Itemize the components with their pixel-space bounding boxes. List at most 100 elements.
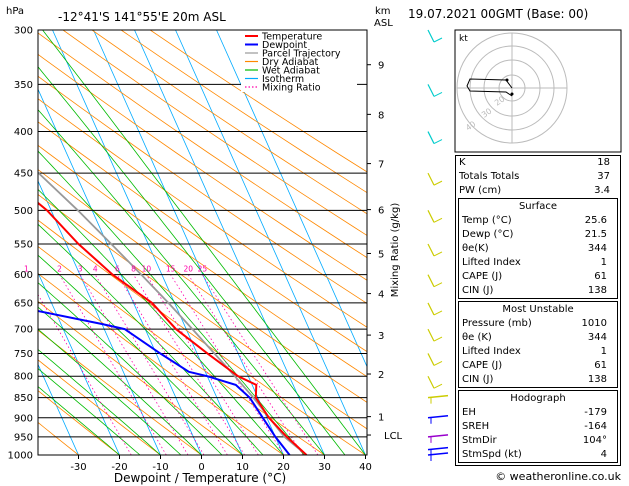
- pressure-tick-label: 350: [14, 80, 33, 91]
- km-tick-label: 8: [378, 110, 384, 121]
- hodograph-point: [505, 78, 509, 82]
- wind-barb: [427, 172, 435, 186]
- mixing-ratio-line: [146, 274, 259, 455]
- mixing-ratio-label: 6: [115, 265, 120, 274]
- hodograph: kt 40 30 20: [454, 29, 622, 153]
- legend-label: Temperature: [261, 32, 322, 43]
- wind-barb: [427, 29, 435, 43]
- wind-barb-flag: [433, 180, 443, 186]
- wet-adiabat-line: [38, 306, 202, 455]
- most-unstable-section: Most Unstable Pressure (mb) 1010 θe (K) 34…: [458, 301, 618, 388]
- dry-adiabat-line: [91, 30, 367, 215]
- mixing-ratio-line: [170, 274, 285, 455]
- km-tick-label: 3: [378, 331, 384, 342]
- mixing-ratio-label: 3: [78, 265, 83, 274]
- wind-barb: [427, 84, 435, 97]
- pressure-tick-label: 850: [14, 393, 33, 404]
- wet-adiabat-line: [38, 368, 141, 455]
- series-layer: [38, 171, 308, 455]
- pressure-tick-label: 900: [14, 413, 33, 424]
- wind-barb-flag: [433, 37, 443, 43]
- isotherm-line: [134, 30, 325, 455]
- wind-barb: [427, 243, 435, 257]
- pressure-tick-label: 300: [14, 26, 33, 37]
- pressure-tick-label: 600: [14, 270, 33, 281]
- wind-barb: [427, 415, 449, 419]
- wind-barb-flag: [433, 251, 443, 257]
- plot-frame: [37, 29, 368, 456]
- mu-row: CAPE (J) 61: [462, 360, 607, 371]
- wet-adiabat-line: [38, 109, 325, 455]
- index-row-pw: PW (cm) 3.4: [459, 185, 610, 196]
- dry-adiabat-line: [38, 144, 367, 378]
- datetime-title: 19.07.2021 00GMT (Base: 00): [408, 7, 588, 21]
- km-tick-label: 1: [378, 413, 384, 424]
- temperature-axis: -30 -20 -10 0 10 20 30 40: [70, 455, 372, 473]
- wet-adiabat-line: [38, 328, 182, 455]
- dry-adiabat-line: [38, 121, 367, 353]
- dry-adiabat-line: [38, 53, 367, 281]
- isotherm-line: [38, 88, 202, 455]
- surface-row: Dewp (°C) 21.5: [462, 229, 607, 240]
- hodograph-unit-label: kt: [459, 34, 468, 44]
- pressure-tick-label: 550: [14, 239, 33, 250]
- mixing-ratio-label: 8: [131, 265, 136, 274]
- legend-label: Wet Adiabat: [262, 66, 320, 77]
- x-tick-label: -30: [70, 462, 86, 473]
- mu-row: Lifted Index 1: [462, 346, 607, 357]
- legend-label: Parcel Trajectory: [262, 49, 341, 60]
- mixing-ratio-label: 25: [198, 265, 208, 274]
- pressure-tick-label: 400: [14, 127, 33, 138]
- hodo-row: StmSpd (kt) 4: [462, 449, 607, 460]
- hodo-row: EH -179: [462, 407, 607, 418]
- km-tick-label: 2: [378, 370, 384, 381]
- isotherm-line: [216, 30, 367, 368]
- mixing-ratio-line: [38, 293, 132, 455]
- hpa-label: hPa: [6, 6, 24, 17]
- index-row-k: K 18: [459, 157, 610, 168]
- copyright-footer: © weatheronline.co.uk: [495, 470, 621, 483]
- mixing-ratio-label: 4: [93, 265, 98, 274]
- pressure-tick-label: 700: [14, 325, 33, 336]
- wind-barb-flag: [433, 217, 443, 223]
- mixing-ratio-labels: 1 2 3 4 6 8 10 15 20 25: [24, 265, 207, 274]
- km-tick-label: LCL: [384, 431, 403, 442]
- mixing-ratio-axis-title: Mixing Ratio (g/kg): [390, 203, 401, 298]
- x-tick-label: -10: [152, 462, 168, 473]
- wind-barb: [427, 394, 449, 399]
- wind-barb: [427, 328, 435, 342]
- wind-barb: [427, 210, 435, 223]
- wind-barb: [427, 131, 435, 144]
- location-title: -12°41'S 141°55'E 20m ASL: [58, 10, 226, 24]
- pressure-tick-label: 500: [14, 206, 33, 217]
- wind-barb-flag: [433, 310, 443, 316]
- x-tick-label: 40: [359, 462, 372, 473]
- mixing-ratio-line: [94, 274, 205, 455]
- surface-section: Surface Temp (°C) 25.6 Dewp (°C) 21.5 θe(K…: [458, 198, 618, 299]
- x-tick-label: 30: [318, 462, 331, 473]
- wet-adiabat-line: [38, 188, 284, 455]
- pressure-tick-label: 1000: [8, 451, 33, 462]
- dry-adiabat-line: [62, 30, 367, 236]
- wet-adiabat-line: [38, 150, 305, 455]
- indices-panel: K 18 Totals Totals 37 PW (cm) 3.4 Surface T…: [455, 155, 621, 466]
- wind-barb-flag: [433, 336, 443, 342]
- surface-title: Surface: [518, 201, 558, 212]
- dry-adiabat-line: [38, 390, 120, 455]
- dry-adiabat-line: [38, 194, 367, 430]
- index-row-totals: Totals Totals 37: [459, 171, 610, 182]
- km-tick-label: 4: [378, 290, 384, 301]
- isotherm-line: [175, 30, 366, 455]
- dry-adiabat-line: [38, 245, 325, 455]
- background-lines: [38, 30, 367, 455]
- wet-adiabat-line: [38, 223, 264, 455]
- wet-adiabat-line: [38, 349, 161, 455]
- wind-barb-flag: [433, 361, 443, 366]
- mixing-ratio-line: [133, 274, 245, 455]
- km-tick-label: 5: [378, 249, 384, 260]
- pressure-tick-label: 650: [14, 298, 33, 309]
- pressure-tick-label: 950: [14, 432, 33, 443]
- wind-barb: [427, 375, 435, 389]
